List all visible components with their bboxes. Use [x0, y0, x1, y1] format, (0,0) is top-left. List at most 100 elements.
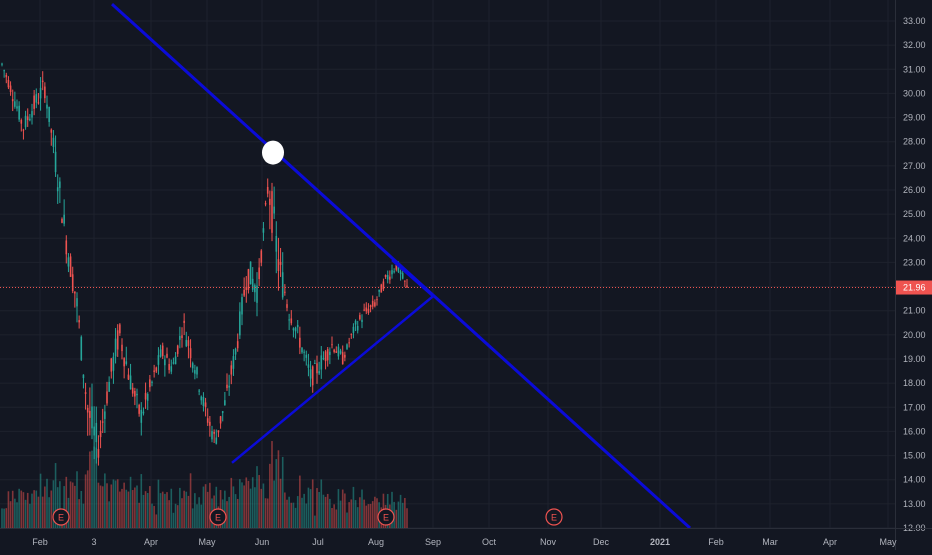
candle-body[interactable]: [286, 304, 288, 308]
candle-body[interactable]: [187, 340, 190, 346]
candle-body[interactable]: [311, 366, 314, 386]
earnings-marker[interactable]: E: [209, 508, 227, 526]
candle-body[interactable]: [48, 106, 50, 122]
candle-body[interactable]: [146, 393, 149, 401]
candle-body[interactable]: [348, 342, 350, 344]
candle-body[interactable]: [191, 363, 194, 369]
candle-body[interactable]: [219, 416, 222, 424]
candle-body[interactable]: [151, 381, 153, 383]
candle-body[interactable]: [82, 374, 85, 379]
candle-body[interactable]: [33, 95, 35, 109]
candle-body[interactable]: [138, 404, 140, 414]
candle-body[interactable]: [404, 280, 406, 282]
candle-body[interactable]: [384, 275, 387, 277]
candle-body[interactable]: [136, 393, 138, 396]
candle-body[interactable]: [211, 431, 213, 440]
candle-body[interactable]: [204, 402, 207, 408]
candle-body[interactable]: [354, 320, 357, 325]
earnings-marker[interactable]: E: [545, 508, 563, 526]
candle-body[interactable]: [290, 318, 293, 324]
candle-body[interactable]: [91, 406, 93, 429]
candle-body[interactable]: [194, 370, 196, 374]
descending-trendline[interactable]: [110, 2, 692, 530]
candle-body[interactable]: [264, 203, 267, 205]
candle-body[interactable]: [296, 324, 299, 328]
candle-body[interactable]: [309, 369, 312, 379]
candle-body[interactable]: [198, 390, 200, 392]
candle-body[interactable]: [247, 269, 250, 290]
candle-body[interactable]: [61, 218, 63, 223]
candle-body[interactable]: [333, 349, 335, 352]
candle-body[interactable]: [69, 256, 72, 277]
candle-body[interactable]: [140, 409, 143, 423]
candle-body[interactable]: [44, 86, 46, 99]
candle-body[interactable]: [356, 325, 359, 331]
candle-body[interactable]: [284, 291, 286, 293]
candle-body[interactable]: [249, 261, 252, 285]
candle-body[interactable]: [116, 330, 119, 350]
candle-body[interactable]: [260, 250, 263, 263]
candle-body[interactable]: [29, 118, 31, 121]
candle-body[interactable]: [134, 390, 136, 397]
candle-body[interactable]: [221, 411, 224, 413]
candle-body[interactable]: [5, 74, 8, 78]
candle-body[interactable]: [166, 353, 168, 358]
candle-body[interactable]: [56, 187, 59, 192]
candle-body[interactable]: [99, 430, 102, 438]
candle-body[interactable]: [376, 299, 378, 301]
candle-body[interactable]: [46, 104, 48, 109]
candle-body[interactable]: [359, 315, 361, 320]
candle-body[interactable]: [11, 99, 14, 102]
candle-body[interactable]: [104, 411, 106, 419]
candle-body[interactable]: [106, 391, 108, 404]
candle-body[interactable]: [228, 385, 230, 388]
candle-body[interactable]: [292, 328, 295, 331]
candle-body[interactable]: [322, 358, 325, 360]
candle-body[interactable]: [389, 276, 391, 280]
candle-body[interactable]: [157, 355, 160, 365]
candle-body[interactable]: [254, 285, 256, 293]
triangle-apex-segment[interactable]: [391, 259, 434, 298]
candle-body[interactable]: [281, 272, 284, 298]
candle-body[interactable]: [215, 437, 218, 444]
candle-body[interactable]: [341, 352, 344, 365]
candle-body[interactable]: [395, 263, 398, 270]
candle-body[interactable]: [374, 302, 376, 307]
candle-body[interactable]: [337, 346, 340, 357]
candle-body[interactable]: [331, 344, 333, 346]
candle-body[interactable]: [386, 274, 389, 280]
candle-body[interactable]: [275, 235, 278, 252]
candle-body[interactable]: [232, 356, 235, 369]
candle-body[interactable]: [170, 366, 173, 372]
candle-body[interactable]: [397, 264, 400, 272]
candle-body[interactable]: [217, 430, 220, 433]
candle-body[interactable]: [172, 362, 175, 364]
trendlines[interactable]: [110, 2, 692, 530]
candle-body[interactable]: [346, 344, 348, 349]
candle-body[interactable]: [344, 354, 346, 358]
candle-body[interactable]: [266, 186, 269, 194]
candle-body[interactable]: [114, 338, 117, 357]
candle-body[interactable]: [369, 305, 372, 308]
candle-body[interactable]: [18, 105, 20, 120]
candle-body[interactable]: [174, 356, 177, 365]
candle-body[interactable]: [401, 273, 404, 279]
candle-body[interactable]: [367, 308, 370, 313]
candle-body[interactable]: [303, 351, 305, 353]
candle-body[interactable]: [125, 361, 128, 364]
candle-body[interactable]: [76, 298, 78, 307]
candle-body[interactable]: [185, 339, 188, 347]
earnings-marker[interactable]: E: [377, 508, 395, 526]
candle-body[interactable]: [20, 119, 23, 124]
candle-body[interactable]: [3, 70, 5, 72]
candle-body[interactable]: [89, 410, 91, 418]
candle-body[interactable]: [16, 106, 18, 109]
candle-body[interactable]: [131, 387, 134, 394]
ascending-trendline[interactable]: [231, 295, 434, 464]
candle-body[interactable]: [179, 336, 181, 340]
candle-body[interactable]: [269, 198, 271, 205]
candle-body[interactable]: [224, 400, 226, 405]
candle-body[interactable]: [24, 115, 27, 128]
candle-body[interactable]: [31, 111, 33, 118]
candle-body[interactable]: [320, 355, 323, 370]
